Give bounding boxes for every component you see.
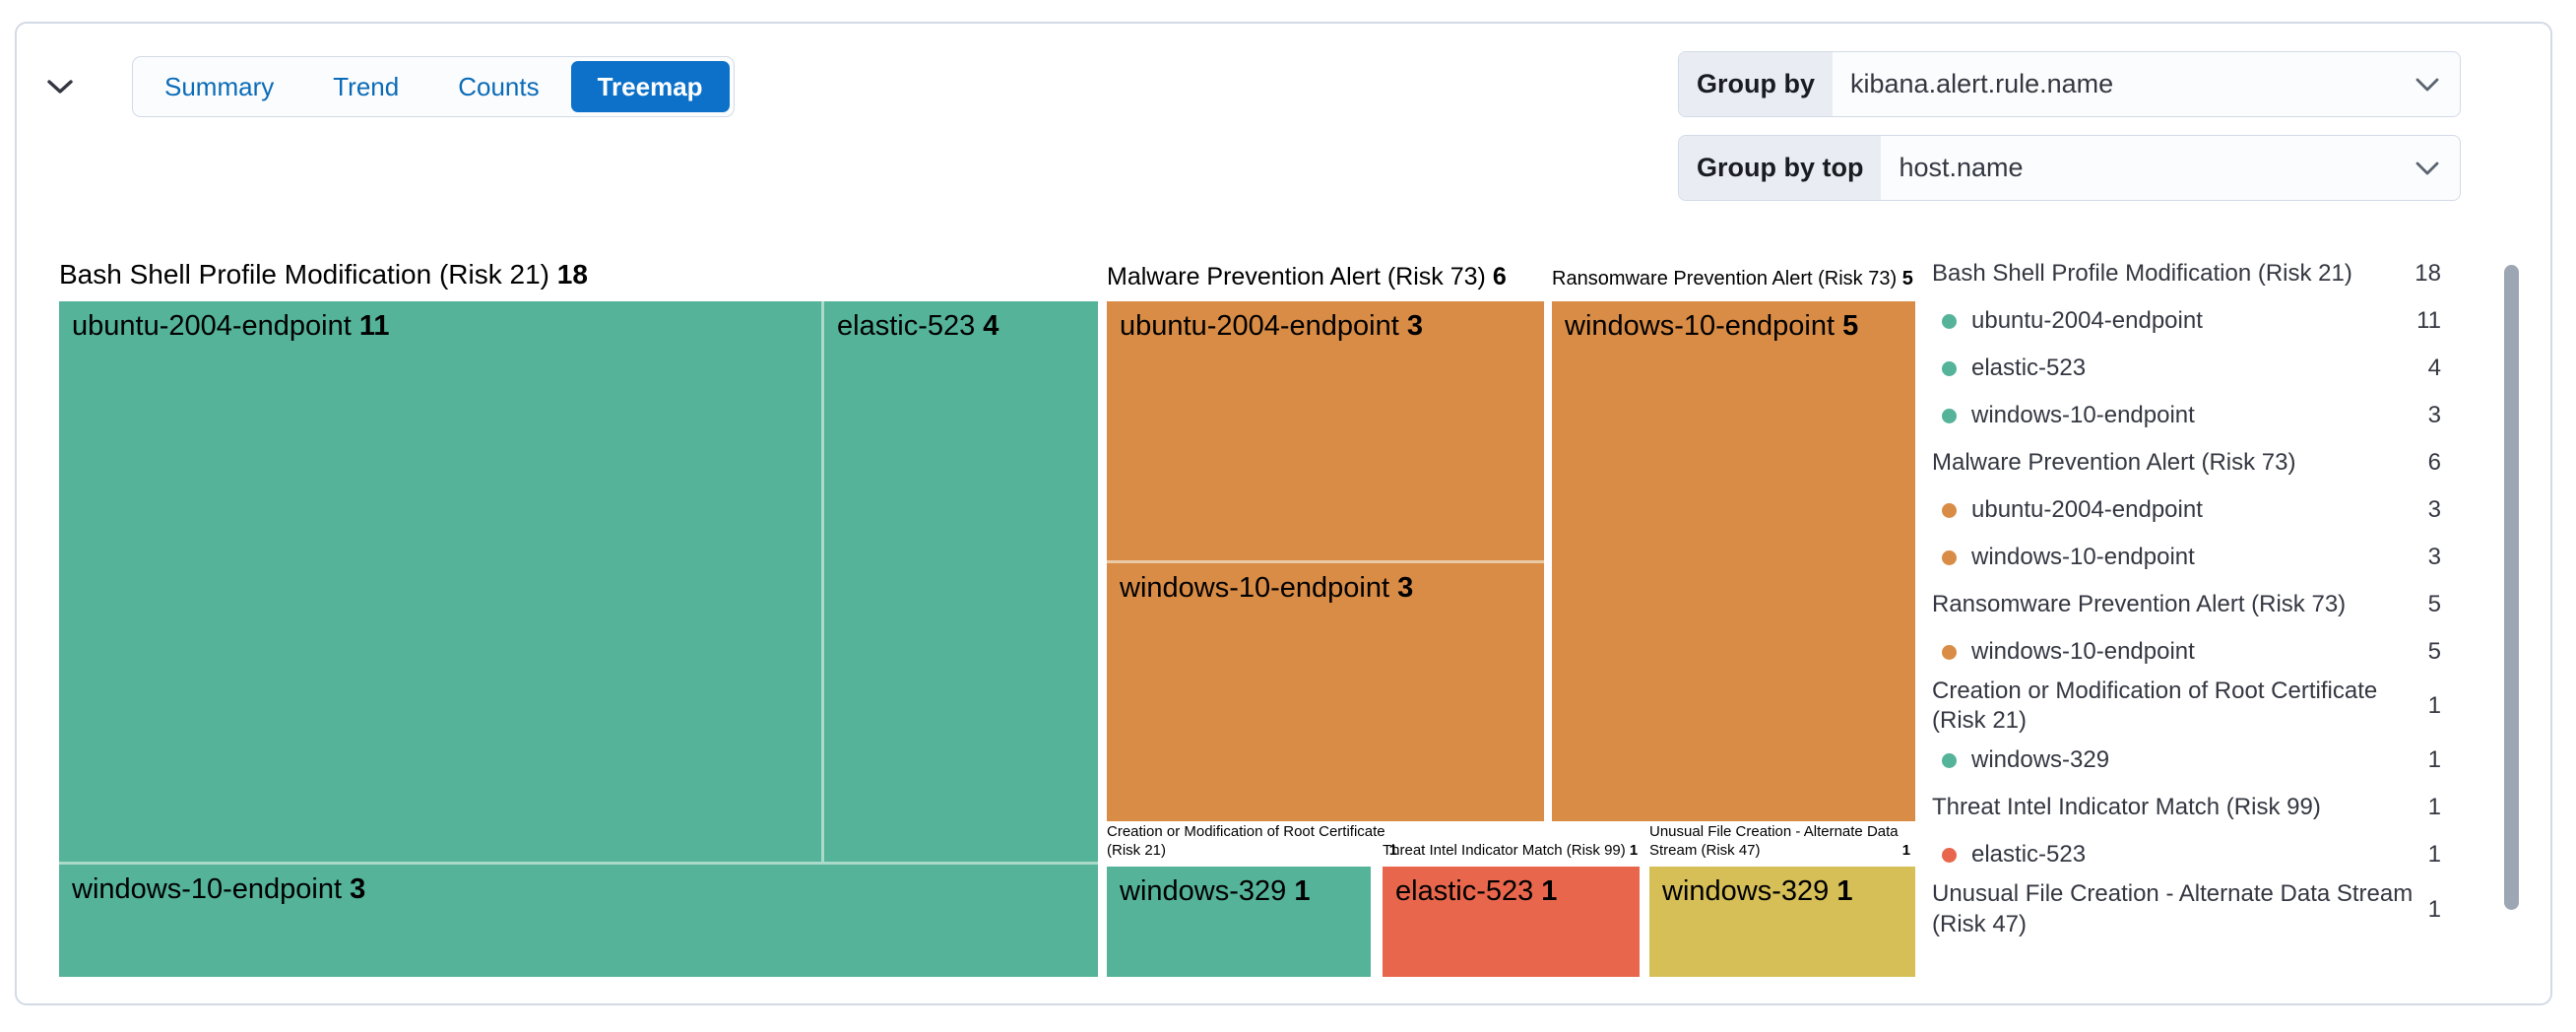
- chevron-down-icon: [2415, 136, 2440, 200]
- treemap-cell[interactable]: windows-329 1: [1107, 867, 1371, 977]
- legend-item-row[interactable]: ubuntu-2004-endpoint 11: [1932, 297, 2441, 345]
- legend-group-row[interactable]: Creation or Modification of Root Certifi…: [1932, 676, 2441, 737]
- legend-item-row[interactable]: ubuntu-2004-endpoint 3: [1932, 486, 2441, 534]
- legend-label: ubuntu-2004-endpoint: [1971, 306, 2203, 334]
- treemap-cell[interactable]: ubuntu-2004-endpoint 11: [59, 301, 821, 862]
- legend-color-dot: [1942, 847, 1957, 863]
- legend-item-row[interactable]: windows-10-endpoint 5: [1932, 628, 2441, 676]
- legend-label: Ransomware Prevention Alert (Risk 73): [1932, 590, 2347, 617]
- group-by-top-value: host.name: [1899, 153, 2024, 182]
- treemap-cell[interactable]: elastic-523 1: [1383, 867, 1640, 977]
- legend-color-dot: [1942, 502, 1957, 518]
- collapse-toggle[interactable]: [44, 73, 76, 100]
- tab-trend[interactable]: Trend: [333, 72, 400, 101]
- legend-item-row[interactable]: elastic-523 4: [1932, 345, 2441, 392]
- legend-label: Creation or Modification of Root Certifi…: [1932, 677, 2378, 735]
- legend-value: 4: [2427, 355, 2441, 381]
- legend-group-row[interactable]: Malware Prevention Alert (Risk 73) 6: [1932, 439, 2441, 486]
- legend-label: windows-10-endpoint: [1971, 543, 2195, 570]
- legend-value: 6: [2427, 449, 2441, 476]
- tab-treemap[interactable]: Treemap: [570, 61, 730, 112]
- treemap-group-title: Malware Prevention Alert (Risk 73) 6: [1107, 263, 1507, 290]
- treemap-cell[interactable]: windows-10-endpoint 5: [1552, 301, 1915, 821]
- chevron-down-icon: [47, 80, 73, 94]
- legend-group-row[interactable]: Bash Shell Profile Modification (Risk 21…: [1932, 250, 2441, 297]
- legend-item-row[interactable]: windows-329 1: [1932, 737, 2441, 784]
- legend-label: windows-10-endpoint: [1971, 401, 2195, 428]
- legend-color-dot: [1942, 549, 1957, 565]
- treemap-cell[interactable]: windows-329 1: [1649, 867, 1915, 977]
- group-by-label: Group by: [1679, 52, 1833, 116]
- legend-value: 1: [2427, 794, 2441, 821]
- legend-item-row[interactable]: elastic-523 1: [1932, 831, 2441, 878]
- legend-label: Malware Prevention Alert (Risk 73): [1932, 448, 2296, 476]
- legend-value: 5: [2427, 638, 2441, 665]
- legend-value: 1: [2427, 746, 2441, 774]
- legend-group-row[interactable]: Threat Intel Indicator Match (Risk 99) 1: [1932, 784, 2441, 831]
- legend-value: 3: [2427, 496, 2441, 523]
- group-by-top-label: Group by top: [1679, 136, 1882, 200]
- treemap-legend: Bash Shell Profile Modification (Risk 21…: [1932, 250, 2441, 940]
- legend-label: Unusual File Creation - Alternate Data S…: [1932, 880, 2414, 937]
- group-by-top-select[interactable]: Group by top host.name: [1678, 135, 2461, 201]
- treemap: Bash Shell Profile Modification (Risk 21…: [59, 256, 1915, 981]
- legend-label: Threat Intel Indicator Match (Risk 99): [1932, 794, 2321, 821]
- legend-color-dot: [1942, 408, 1957, 423]
- legend-color-dot: [1942, 313, 1957, 329]
- treemap-group-title: Bash Shell Profile Modification (Risk 21…: [59, 259, 588, 290]
- group-by-value: kibana.alert.rule.name: [1850, 69, 2114, 98]
- legend-value: 1: [2427, 692, 2441, 720]
- treemap-group-title: Threat Intel Indicator Match (Risk 99) 1: [1383, 841, 1639, 859]
- alerts-panel: Summary Trend Counts Treemap Group by kiban…: [15, 22, 2552, 1005]
- treemap-group-title: Unusual File Creation - Alternate Data S…: [1649, 822, 1911, 859]
- view-tabs: Summary Trend Counts Treemap: [132, 56, 735, 117]
- treemap-cell[interactable]: windows-10-endpoint 3: [59, 865, 1098, 977]
- chevron-down-icon: [2415, 52, 2440, 116]
- legend-group-row[interactable]: Unusual File Creation - Alternate Data S…: [1932, 878, 2441, 939]
- legend-item-row[interactable]: windows-10-endpoint 3: [1932, 534, 2441, 581]
- legend-value: 1: [2427, 841, 2441, 869]
- legend-value: 5: [2427, 591, 2441, 617]
- treemap-cell[interactable]: elastic-523 4: [824, 301, 1098, 862]
- legend-label: windows-329: [1971, 746, 2110, 774]
- legend-color-dot: [1942, 752, 1957, 768]
- legend-value: 3: [2427, 544, 2441, 570]
- tab-summary[interactable]: Summary: [164, 72, 275, 101]
- legend-item-row[interactable]: windows-10-endpoint 3: [1932, 392, 2441, 439]
- treemap-group-title: Ransomware Prevention Alert (Risk 73) 5: [1552, 268, 1913, 290]
- legend-value: 18: [2415, 260, 2441, 287]
- legend-value: 1: [2427, 895, 2441, 923]
- tab-counts[interactable]: Counts: [458, 72, 540, 101]
- treemap-cell[interactable]: ubuntu-2004-endpoint 3: [1107, 301, 1544, 560]
- legend-group-row[interactable]: Ransomware Prevention Alert (Risk 73) 5: [1932, 581, 2441, 628]
- legend-value: 11: [2416, 307, 2441, 334]
- treemap-cell[interactable]: windows-10-endpoint 3: [1107, 563, 1544, 821]
- legend-color-dot: [1942, 360, 1957, 376]
- legend-label: elastic-523: [1971, 841, 2087, 869]
- treemap-group-title: Creation or Modification of Root Certifi…: [1107, 822, 1398, 859]
- legend-label: Bash Shell Profile Modification (Risk 21…: [1932, 259, 2352, 287]
- legend-label: windows-10-endpoint: [1971, 637, 2195, 665]
- legend-color-dot: [1942, 644, 1957, 660]
- legend-scrollbar-thumb[interactable]: [2504, 265, 2519, 910]
- legend-label: ubuntu-2004-endpoint: [1971, 495, 2203, 523]
- legend-value: 3: [2427, 402, 2441, 428]
- group-by-select[interactable]: Group by kibana.alert.rule.name: [1678, 51, 2461, 117]
- legend-label: elastic-523: [1971, 354, 2087, 381]
